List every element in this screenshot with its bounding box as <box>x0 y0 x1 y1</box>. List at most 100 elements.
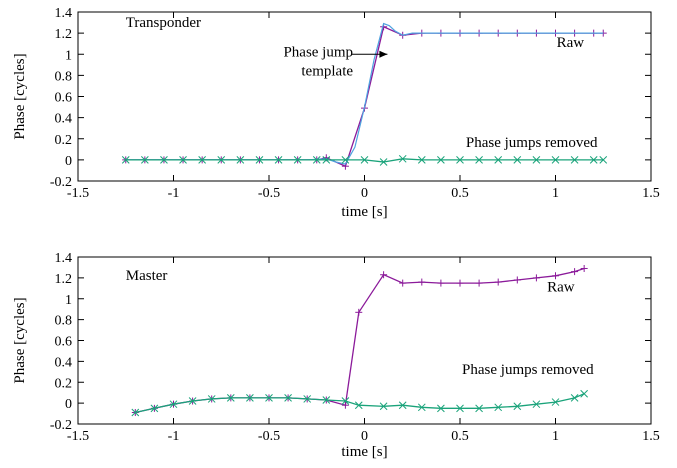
x-tick-label: -1 <box>168 429 180 444</box>
data-point <box>226 394 235 402</box>
data-point <box>380 271 388 279</box>
data-point <box>303 395 312 403</box>
data-point <box>417 403 426 412</box>
data-point <box>580 389 589 398</box>
marker-d2 <box>551 156 560 164</box>
series-phase-jumps-removed <box>121 154 608 166</box>
y-tick-label: 1.2 <box>55 27 73 42</box>
y-tick-label: -0.2 <box>50 175 72 190</box>
data-point <box>475 156 483 164</box>
x-tick-label: 1.5 <box>642 429 660 444</box>
y-tick-label: 1.4 <box>55 251 73 266</box>
data-point <box>532 400 541 409</box>
series-line <box>135 267 585 414</box>
x-tick-label: 1.5 <box>642 186 660 201</box>
marker-d2 <box>580 389 589 398</box>
data-point <box>456 279 464 287</box>
data-point <box>399 279 407 287</box>
marker-d2 <box>322 396 331 404</box>
marker-d2 <box>532 400 541 409</box>
data-point <box>571 268 579 276</box>
x-tick-label: -1.5 <box>67 186 89 201</box>
x-axis-title: time [s] <box>341 204 387 220</box>
marker-d2 <box>198 156 207 164</box>
x-tick-label: -0.5 <box>258 186 280 201</box>
series-phase-jumps-removed <box>131 389 589 417</box>
data-point <box>140 156 149 164</box>
marker-d2 <box>293 156 302 164</box>
marker-d2 <box>398 401 407 410</box>
data-point <box>494 278 502 286</box>
data-point <box>417 156 426 164</box>
data-point <box>265 394 273 402</box>
y-tick-label: 0 <box>65 154 72 169</box>
data-point <box>284 394 292 402</box>
data-point <box>475 404 483 413</box>
y-tick-label: 0.8 <box>55 314 73 329</box>
data-point <box>532 274 540 282</box>
marker-d2 <box>456 404 464 413</box>
marker-d2 <box>570 394 579 402</box>
marker-d2 <box>379 402 388 411</box>
marker-d2 <box>513 156 522 164</box>
data-point <box>312 156 321 164</box>
panel-label: Master <box>126 268 168 284</box>
x-tick-label: 0.5 <box>451 186 469 201</box>
marker-d2 <box>354 401 363 410</box>
y-axis-title: Phase [cycles] <box>12 53 28 139</box>
marker-d2 <box>341 156 350 164</box>
raw-label: Raw <box>557 35 585 51</box>
y-axis-title: Phase [cycles] <box>12 297 28 383</box>
marker-d2 <box>217 156 226 164</box>
marker-d2 <box>417 156 426 164</box>
marker-d2 <box>475 404 483 413</box>
marker-d2 <box>246 394 254 402</box>
marker-d2 <box>303 395 312 403</box>
marker-d2 <box>494 156 503 164</box>
data-point <box>150 404 159 413</box>
data-point <box>322 156 331 164</box>
data-point <box>255 156 264 164</box>
data-point <box>580 264 588 272</box>
data-point <box>513 402 522 411</box>
removed-label: Phase jumps removed <box>462 362 594 378</box>
marker-d2 <box>599 156 608 164</box>
data-point <box>246 394 254 402</box>
data-point <box>456 404 464 413</box>
data-point <box>274 156 283 164</box>
x-tick-label: 0.5 <box>451 429 469 444</box>
marker-d2 <box>312 156 321 164</box>
data-point <box>398 401 407 410</box>
template-label-line1: Phase jump <box>283 44 353 60</box>
data-point <box>354 401 363 410</box>
marker-d2 <box>322 156 331 164</box>
data-point <box>293 156 302 164</box>
data-point <box>188 397 197 405</box>
marker-d2 <box>398 154 407 163</box>
data-point <box>418 278 426 286</box>
marker-d2 <box>513 402 522 411</box>
data-point <box>552 272 559 280</box>
marker-d2 <box>150 404 159 413</box>
data-point <box>398 154 407 163</box>
chart-panel-1: -1.5 -1 -0.5 0 0.5 1 1.5 -0.2 0 0.2 0.4 0.6 0.8 1 1.2 1… <box>12 6 660 220</box>
data-point <box>355 308 363 316</box>
marker-d2 <box>160 156 168 164</box>
marker-d2 <box>274 156 283 164</box>
data-point <box>437 404 445 413</box>
x-tick-label: 1 <box>552 429 559 444</box>
data-point <box>513 156 522 164</box>
raw-label: Raw <box>547 279 575 295</box>
marker-d2 <box>188 397 197 405</box>
data-point <box>236 156 245 164</box>
removed-label: Phase jumps removed <box>466 135 598 151</box>
marker-d2 <box>417 403 426 412</box>
y-tick-label: 1.2 <box>55 272 73 287</box>
marker-d2 <box>179 156 187 164</box>
marker-d2 <box>437 156 445 164</box>
series-raw <box>131 264 588 417</box>
y-tick-label: 1.4 <box>55 6 73 21</box>
data-point <box>570 394 579 402</box>
y-tick-label: 0.4 <box>55 112 73 127</box>
